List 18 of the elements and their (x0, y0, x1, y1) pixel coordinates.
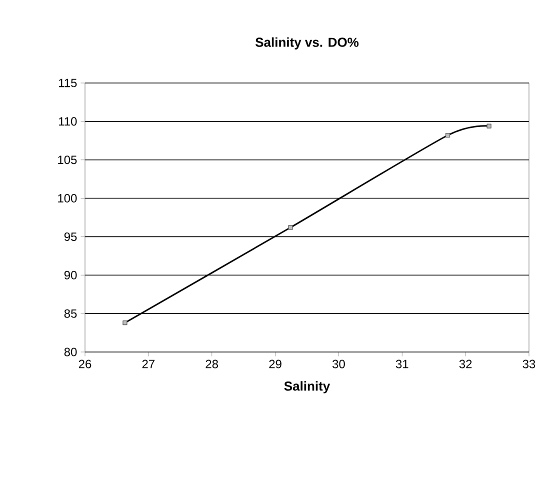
x-tick-label: 31 (396, 360, 408, 368)
y-tick-label: 100 (58, 194, 77, 203)
y-tick-label: 80 (64, 348, 77, 356)
y-tick-label: 85 (64, 309, 77, 318)
y-tick-label: 105 (58, 156, 77, 164)
x-tick-label: 32 (459, 360, 472, 368)
chart-title: Salinity vs. DO% (255, 37, 359, 50)
x-tick-label: 33 (522, 360, 536, 368)
y-tick-label: 110 (58, 117, 77, 126)
x-tick-label: 29 (269, 360, 282, 368)
x-tick-label: 26 (78, 360, 92, 368)
x-tick-label: 28 (206, 360, 218, 368)
x-tick-label: 30 (332, 360, 345, 368)
x-tick-label: 27 (142, 360, 154, 368)
y-tick-label: 95 (64, 232, 77, 241)
y-tick-label: 115 (58, 78, 77, 88)
y-tick-label: 90 (64, 270, 77, 280)
x-axis-title: Salinity (284, 381, 330, 394)
